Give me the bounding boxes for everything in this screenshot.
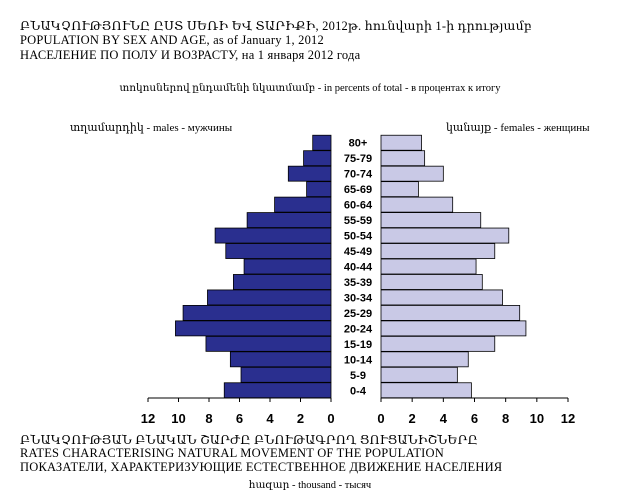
male-bar-65-69: [306, 181, 332, 198]
age-group-label: 35-39: [344, 277, 372, 289]
age-group-label: 60-64: [344, 200, 373, 212]
age-group-label: 25-29: [344, 308, 372, 320]
age-group-label: 40-44: [344, 262, 373, 274]
female-bar-75-79: [380, 150, 426, 167]
male-bar-20-24: [175, 320, 332, 337]
male-tick-label: 6: [236, 411, 243, 426]
age-group-label: 45-49: [344, 246, 372, 258]
female-bar-50-54: [380, 227, 510, 244]
age-group-label: 5-9: [350, 370, 366, 382]
male-bar-25-29: [182, 305, 332, 321]
female-bar-65-69: [380, 181, 419, 198]
female-bar-80+: [380, 134, 422, 151]
male-tick-label: 0: [327, 411, 334, 426]
male-bar-80+: [312, 134, 332, 151]
female-bar-55-59: [380, 212, 482, 228]
female-tick-label: 6: [471, 411, 478, 426]
age-group-label: 80+: [349, 138, 368, 150]
population-pyramid-chart: 80+75-7970-7465-6960-6455-5950-5445-4940…: [141, 134, 575, 426]
age-group-label: 65-69: [344, 184, 372, 196]
age-group-label: 75-79: [344, 153, 372, 165]
male-tick-label: 4: [266, 411, 274, 426]
female-bar-10-14: [380, 351, 469, 368]
female-tick-label: 10: [530, 411, 544, 426]
female-bar-45-49: [380, 243, 496, 259]
age-group-label: 15-19: [344, 339, 372, 351]
age-group-label: 0-4: [350, 385, 367, 397]
footer-armenian: ԲՆԱԿՉՈՒԹՅԱՆ ԲՆԱԿԱՆ ՇԱՐԺԸ ԲՆՈՒԹԱԳՐՈՂ ՑՈՒՑ…: [20, 433, 478, 447]
female-bar-30-34: [380, 289, 503, 306]
age-group-label: 10-14: [344, 354, 373, 366]
title-armenian: ԲՆԱԿՉՈՒԹՅՈՒՆԸ ԸՍՏ ՍԵՌԻ ԵՎ ՏԱՐԻՔԻ, 2012թ.…: [20, 19, 532, 33]
age-group-label: 50-54: [344, 231, 373, 243]
female-bar-15-19: [380, 335, 496, 352]
male-bar-10-14: [229, 351, 332, 368]
male-bar-5-9: [240, 366, 332, 383]
title-english: POPULATION BY SEX AND AGE, as of January…: [20, 33, 324, 47]
age-group-label: 30-34: [344, 292, 373, 304]
females-label: կանայք - females - женщины: [446, 122, 590, 134]
male-bar-40-44: [243, 258, 332, 275]
male-bar-15-19: [205, 335, 332, 352]
female-tick-label: 0: [377, 411, 384, 426]
male-bar-70-74: [287, 165, 332, 182]
female-tick-label: 8: [502, 411, 509, 426]
male-tick-label: 12: [141, 411, 155, 426]
title-russian: НАСЕЛЕНИЕ ПО ПОЛУ И ВОЗРАСТУ, на 1 январ…: [20, 48, 361, 62]
female-bar-40-44: [380, 258, 477, 275]
male-bar-35-39: [232, 274, 332, 290]
unit-note: հազար - thousand - тысяч: [248, 480, 372, 491]
male-bar-45-49: [225, 243, 332, 259]
female-bar-25-29: [380, 305, 521, 321]
footer-english: RATES CHARACTERISING NATURAL MOVEMENT OF…: [20, 446, 444, 460]
male-tick-label: 10: [171, 411, 185, 426]
female-bar-70-74: [380, 165, 444, 182]
female-bar-5-9: [380, 366, 458, 383]
female-tick-label: 4: [440, 411, 448, 426]
female-bar-0-4: [380, 382, 472, 399]
male-bar-55-59: [246, 212, 332, 228]
male-bar-0-4: [223, 382, 332, 399]
male-bar-75-79: [303, 150, 332, 167]
footer-russian: ПОКАЗАТЕЛИ, ХАРАКТЕРИЗУЮЩИЕ ЕСТЕСТВЕННОЕ…: [20, 460, 503, 474]
female-bar-20-24: [380, 320, 527, 337]
male-tick-label: 8: [205, 411, 212, 426]
male-bar-60-64: [274, 196, 332, 213]
age-group-label: 70-74: [344, 169, 373, 181]
female-bar-35-39: [380, 274, 483, 290]
male-tick-label: 2: [297, 411, 304, 426]
female-tick-label: 2: [409, 411, 416, 426]
age-group-label: 55-59: [344, 215, 372, 227]
age-group-label: 20-24: [344, 323, 373, 335]
units-note: տոկոսներով ընդամենի նկատմամբ - in percen…: [119, 83, 501, 94]
males-label: տղամարդիկ - males - мужчины: [70, 122, 233, 134]
female-tick-label: 12: [561, 411, 575, 426]
male-bar-30-34: [207, 289, 332, 306]
male-bar-50-54: [214, 227, 332, 244]
female-bar-60-64: [380, 196, 454, 213]
